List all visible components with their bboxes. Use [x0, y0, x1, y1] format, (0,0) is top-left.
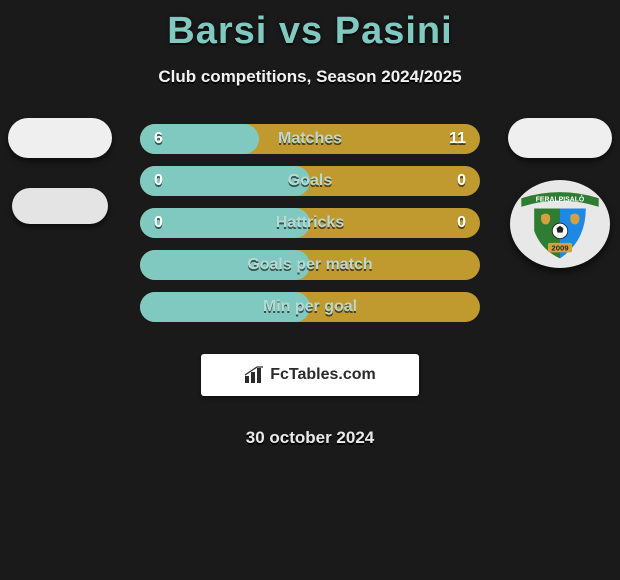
stat-row-goals-per-match: Goals per match: [140, 250, 480, 280]
player-avatar-placeholder: [8, 118, 112, 158]
stat-left-value: 0: [140, 172, 200, 190]
shield-icon: FERALPISALÒ 2009: [517, 181, 603, 267]
left-player-column: [0, 118, 120, 224]
stat-row-hattricks: 0 Hattricks 0: [140, 208, 480, 238]
stat-right-value: 0: [420, 214, 480, 232]
stat-left-value: 0: [140, 214, 200, 232]
badge-year: 2009: [551, 244, 569, 253]
bar-chart-icon: [244, 366, 266, 384]
badge-banner-text: FERALPISALÒ: [536, 195, 585, 204]
stat-left-value: 6: [140, 130, 200, 148]
date-text: 30 october 2024: [140, 428, 480, 448]
subtitle: Club competitions, Season 2024/2025: [0, 67, 620, 87]
stat-right-value: 0: [420, 172, 480, 190]
stat-row-matches: 6 Matches 11: [140, 124, 480, 154]
page-title: Barsi vs Pasini: [0, 0, 620, 53]
stat-row-goals: 0 Goals 0: [140, 166, 480, 196]
club-avatar-placeholder: [12, 188, 108, 224]
stat-row-min-per-goal: Min per goal: [140, 292, 480, 322]
stats-container: 6 Matches 11 0 Goals 0 0 Hattricks 0 Goa…: [140, 124, 480, 448]
stat-label: Matches: [200, 130, 420, 148]
stat-label: Hattricks: [200, 214, 420, 232]
watermark-bold: Fc: [270, 366, 289, 383]
fctables-watermark[interactable]: FcTables.com: [201, 354, 419, 396]
right-player-column: FERALPISALÒ 2009: [500, 118, 620, 268]
stat-label: Min per goal: [200, 298, 420, 316]
page: Barsi vs Pasini Club competitions, Seaso…: [0, 0, 620, 580]
stat-label: Goals: [200, 172, 420, 190]
club-badge: FERALPISALÒ 2009: [510, 180, 610, 268]
stat-label: Goals per match: [200, 256, 420, 274]
stat-right-value: 11: [420, 130, 480, 148]
watermark-rest: Tables.com: [289, 366, 376, 383]
player-avatar-placeholder: [508, 118, 612, 158]
